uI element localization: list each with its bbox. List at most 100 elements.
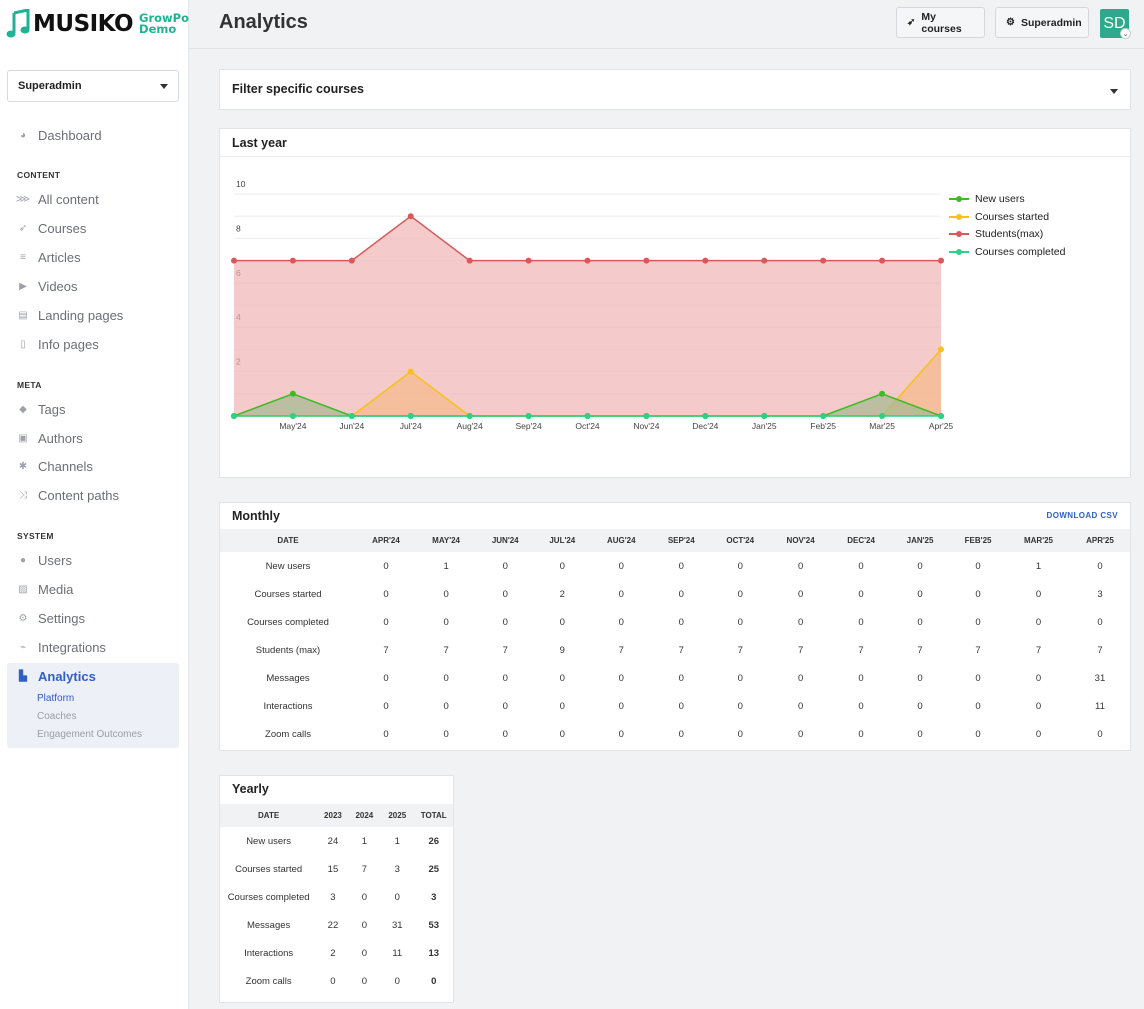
table-cell: 24: [327, 835, 339, 847]
table-cell: 7: [383, 644, 389, 656]
x-tick-label: May'24: [279, 421, 306, 431]
table-cell: 0: [917, 728, 923, 740]
table-cell: 0: [502, 728, 508, 740]
table-cell: 0: [443, 616, 449, 628]
filter-label: Filter specific courses: [232, 82, 365, 96]
column-header: APR'24: [356, 529, 416, 552]
table-cell: 7: [917, 644, 923, 656]
sidebar-item-users[interactable]: ● Users: [19, 552, 72, 568]
legend-item[interactable]: Courses completed: [949, 246, 1065, 258]
data-point: [407, 413, 414, 419]
sidebar-item-authors[interactable]: ▣ Authors: [18, 430, 83, 446]
lines-icon: ≡: [20, 251, 26, 263]
table-cell: 0: [618, 560, 624, 572]
table-cell: 0: [917, 588, 923, 600]
sidebar-item-courses[interactable]: ➶ Courses: [18, 220, 87, 236]
legend-item[interactable]: New users: [949, 193, 1025, 205]
sidebar-item-all-content[interactable]: ⋙ All content: [15, 191, 99, 207]
table-cell: 0: [975, 700, 981, 712]
sidebar-item-dashboard[interactable]: ◕ Dashboard: [0, 125, 188, 145]
table-cell: 0: [383, 588, 389, 600]
row-label: Courses completed: [247, 616, 329, 628]
table-cell: 0: [383, 700, 389, 712]
table-cell: 0: [330, 975, 336, 987]
data-point: [761, 413, 768, 419]
row-label: Zoom calls: [265, 728, 311, 740]
legend-swatch: [949, 230, 969, 238]
table-cell: 0: [797, 560, 804, 572]
table-cell: 7: [361, 863, 367, 875]
brand-logo[interactable]: MUSIKO GrowPoint Demo: [6, 8, 207, 40]
chevron-down-icon[interactable]: ⌄: [1120, 28, 1131, 39]
table-cell: 53: [428, 919, 440, 931]
role-select[interactable]: Superadmin: [7, 70, 179, 102]
table-cell: 0: [502, 616, 508, 628]
sidebar-item-videos[interactable]: ▶ Videos: [19, 278, 78, 294]
x-tick-label: Apr'25: [929, 421, 954, 431]
table-cell: 9: [559, 644, 565, 656]
data-point: [584, 257, 591, 264]
monthly-title: Monthly: [232, 509, 280, 523]
row-label: Messages: [266, 672, 310, 684]
column-header: JUL'24: [534, 529, 591, 552]
table-row: Courses completed 3 0 0 3: [220, 883, 453, 911]
sidebar-subitem-coaches[interactable]: Coaches: [37, 711, 77, 722]
table-cell: 0: [559, 728, 565, 740]
table-cell: 0: [737, 560, 743, 572]
column-header: DEC'24: [831, 529, 892, 552]
row-label: Messages: [246, 919, 291, 931]
table-row: Students (max) 7 7 7 9 7 7 7 7 7 7 7 7 7: [220, 636, 1130, 664]
my-courses-button[interactable]: ➶ My courses: [896, 7, 985, 38]
table-cell: 0: [443, 672, 449, 684]
column-header: DATE: [220, 529, 356, 552]
table-cell: 26: [428, 835, 440, 847]
row-label: Interactions: [263, 700, 313, 712]
sidebar-item-info-pages[interactable]: ▯ Info pages: [0, 334, 188, 354]
legend-item[interactable]: Students(max): [949, 228, 1043, 240]
sidebar-item-media[interactable]: ▨ Media: [18, 581, 74, 597]
data-point: [820, 413, 827, 419]
data-point: [938, 346, 944, 353]
sidebar-item-settings[interactable]: ⚙ Settings: [18, 610, 85, 626]
sidebar-item-tags[interactable]: ◆ Tags: [19, 401, 66, 417]
shuffle-icon: ⤨: [19, 489, 27, 501]
data-point: [879, 257, 886, 264]
table-cell: 31: [391, 919, 403, 931]
table-cell: 11: [392, 947, 403, 959]
table-cell: 1: [361, 835, 367, 847]
table-cell: 0: [678, 672, 684, 684]
sidebar-item-articles[interactable]: ≡ Articles: [0, 247, 188, 267]
superadmin-button[interactable]: ⚙ Superadmin: [995, 7, 1089, 38]
column-header: JAN'25: [891, 529, 950, 552]
course-filter-dropdown[interactable]: Filter specific courses: [219, 69, 1131, 110]
last-year-card: Last year 246810May'24Jun'24Jul'24Aug'24…: [219, 128, 1131, 478]
sidebar-item-channels[interactable]: ✱ Channels: [18, 458, 93, 474]
legend-item[interactable]: Courses started: [949, 211, 1049, 223]
y-tick-label: 10: [236, 179, 246, 189]
table-cell: 3: [330, 891, 336, 903]
table-cell: 0: [559, 672, 565, 684]
table-cell: 1: [1035, 560, 1042, 572]
table-cell: 0: [678, 560, 684, 572]
legend-label: Students(max): [975, 228, 1044, 240]
section-heading-content: CONTENT: [17, 170, 61, 180]
table-cell: 15: [327, 863, 339, 875]
table-cell: 7: [678, 644, 684, 656]
sidebar-item-landing-pages[interactable]: ▤ Landing pages: [18, 307, 124, 323]
download-csv-link[interactable]: DOWNLOAD CSV: [1046, 511, 1118, 520]
sidebar-item-content-paths[interactable]: ⤨ Content paths: [19, 487, 119, 503]
column-header: 2025: [380, 804, 415, 827]
sidebar-item-analytics[interactable]: ▙ Analytics: [19, 668, 96, 684]
table-cell: 0: [502, 588, 508, 600]
sidebar-item-integrations[interactable]: ⌁ Integrations: [19, 639, 106, 655]
table-cell: 7: [443, 644, 449, 656]
sidebar-subitem-engagement-outcomes[interactable]: Engagement Outcomes: [37, 729, 143, 740]
table-cell: 1: [443, 560, 449, 572]
analytics-area-chart: 246810May'24Jun'24Jul'24Aug'24Sep'24Oct'…: [231, 179, 954, 431]
table-cell: 0: [1035, 728, 1042, 740]
data-point: [348, 257, 355, 264]
data-point: [584, 413, 591, 419]
table-cell: 0: [975, 616, 981, 628]
legend-label: Courses started: [975, 210, 1050, 223]
sidebar-subitem-platform[interactable]: Platform: [37, 693, 75, 704]
